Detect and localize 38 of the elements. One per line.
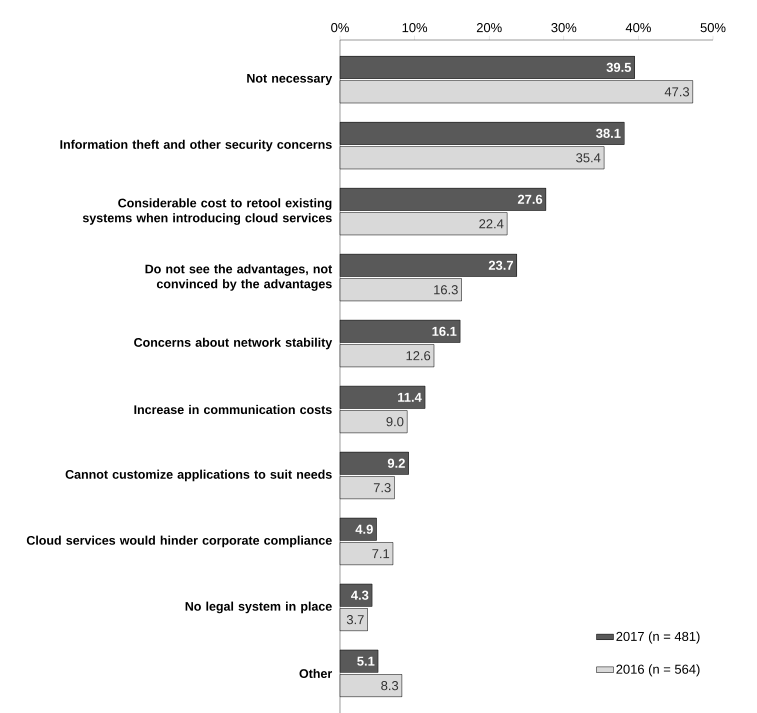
data-label: 5.1 xyxy=(357,656,374,666)
y-tick-label: Concerns about network stability xyxy=(134,338,332,350)
y-tick-label: Information theft and other security concerns xyxy=(60,140,332,152)
data-label: 27.6 xyxy=(518,194,542,204)
x-tick-label: 10% xyxy=(402,23,428,32)
data-label: 12.6 xyxy=(406,351,430,360)
data-label: 8.3 xyxy=(381,681,398,690)
x-tick-label: 30% xyxy=(551,23,576,32)
y-tick-label: Not necessary xyxy=(247,74,332,86)
data-label: 38.1 xyxy=(596,128,621,138)
data-label: 16.1 xyxy=(432,326,457,336)
legend-label: 2017 (n = 481) xyxy=(616,631,700,644)
y-tick-label: No legal system in place xyxy=(186,602,332,614)
y-tick-label: Cloud services would hinder corporate compliance xyxy=(26,536,332,548)
y-tick-label: Cannot customize applications to suit needs xyxy=(66,470,332,482)
data-label: 9.0 xyxy=(386,417,404,426)
data-label: 11.4 xyxy=(398,392,422,402)
x-tick-label: 0% xyxy=(331,23,349,32)
x-tick-label: 50% xyxy=(700,23,726,32)
data-label: 23.7 xyxy=(488,260,513,270)
y-tick-label: Considerable cost to retool existing systems when introducing cloud services xyxy=(82,198,332,225)
data-label: 9.2 xyxy=(388,458,405,468)
data-label: 16.3 xyxy=(434,285,458,294)
y-tick-label: Other xyxy=(300,668,332,678)
y-tick-label: Do not see the advantages, not convinced by the advantages xyxy=(146,264,332,291)
data-label: 39.5 xyxy=(606,62,632,72)
data-label: 7.3 xyxy=(374,483,391,492)
data-label: 4.3 xyxy=(351,590,368,600)
x-tick-label: 20% xyxy=(476,23,502,32)
legend-label: 2016 (n = 564) xyxy=(616,664,700,676)
y-tick-label: Increase in communication costs xyxy=(134,404,332,414)
data-label: 22.4 xyxy=(479,219,504,228)
data-label: 4.9 xyxy=(356,524,373,534)
data-label: 47.3 xyxy=(664,87,690,96)
data-label: 35.4 xyxy=(576,153,600,162)
data-label: 7.1 xyxy=(372,549,390,558)
x-tick-label: 40% xyxy=(626,23,651,32)
data-label: 3.7 xyxy=(346,615,364,624)
